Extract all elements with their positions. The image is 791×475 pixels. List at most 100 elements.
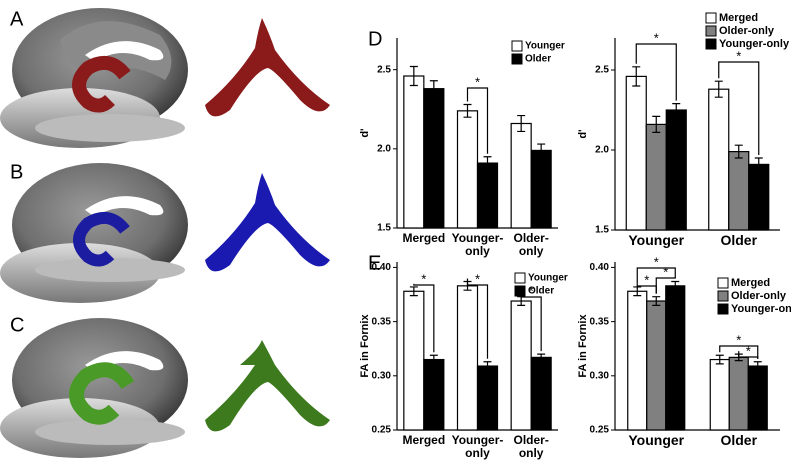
legend-swatch — [514, 272, 526, 284]
y-tick-label: 0.40 — [372, 262, 392, 273]
bar — [530, 149, 552, 229]
bar — [530, 356, 552, 431]
legend-swatch — [717, 290, 729, 302]
error-bar — [409, 65, 418, 87]
y-tick-label: 0.30 — [590, 370, 610, 381]
y-tick-label: 1.5 — [595, 225, 609, 236]
legend-swatch — [705, 12, 717, 24]
bar — [646, 300, 667, 431]
significance-bracket — [636, 267, 676, 284]
brain-a — [0, 8, 330, 148]
y-axis-label: FA in Fornix — [577, 314, 589, 378]
annotation: * — [654, 30, 659, 45]
error-bar — [715, 354, 724, 365]
y-tick-label: 0.35 — [372, 316, 392, 327]
bar — [708, 88, 730, 231]
bar — [476, 365, 499, 431]
error-bar — [734, 144, 743, 159]
panel-label: B — [10, 161, 23, 183]
y-tick-label: 2.0 — [377, 143, 391, 154]
legend-swatch — [717, 303, 729, 315]
legend-label: Younger-only — [719, 38, 790, 50]
y-tick-label: 0.25 — [372, 425, 392, 436]
bar — [747, 365, 768, 431]
legend-label: Merged — [731, 277, 770, 289]
error-bar — [537, 143, 546, 158]
bar — [665, 285, 686, 431]
bar — [748, 163, 770, 231]
x-tick-label: Younger — [628, 232, 685, 248]
annotation: * — [421, 271, 426, 286]
brain-b — [0, 163, 330, 303]
x-tick-label: Younger — [628, 432, 685, 448]
y-tick-label: 0.40 — [590, 262, 610, 273]
annotation: * — [529, 283, 534, 298]
y-axis-label: FA in Fornix — [359, 314, 371, 378]
annotation: * — [736, 332, 741, 347]
panel-label: E — [368, 252, 381, 274]
annotation: * — [746, 343, 751, 358]
bar — [510, 122, 532, 229]
error-bar — [537, 353, 546, 362]
error-bar — [463, 103, 472, 118]
panel-label: D — [368, 28, 382, 50]
error-bar — [714, 80, 723, 98]
bar — [423, 358, 445, 431]
legend-label: Younger — [528, 273, 568, 284]
bar — [456, 110, 479, 229]
y-axis-label: d' — [577, 129, 589, 139]
bar — [728, 151, 750, 231]
bar — [625, 75, 647, 231]
x-tick-label: Younger- only — [451, 231, 504, 258]
error-bar — [652, 296, 661, 306]
legend-swatch — [705, 38, 717, 50]
x-tick-label: Older — [720, 232, 758, 248]
error-bar — [483, 156, 492, 171]
legend-label: Older — [525, 54, 551, 65]
bar — [709, 358, 730, 431]
significance-bracket — [520, 293, 542, 352]
legend-label: Older-only — [731, 290, 787, 302]
legend-label: Merged — [719, 12, 758, 24]
legend-swatch — [514, 285, 526, 297]
error-bar — [633, 286, 642, 297]
x-tick-label: Younger- only — [451, 433, 504, 460]
annotation: * — [475, 74, 480, 89]
error-bar — [754, 157, 763, 172]
y-tick-label: 1.5 — [377, 223, 391, 234]
y-tick-label: 2.5 — [595, 65, 609, 76]
error-bar — [517, 114, 526, 133]
significance-bracket — [466, 278, 489, 359]
y-tick-label: 0.30 — [372, 370, 392, 381]
bar — [627, 290, 648, 431]
bar — [476, 162, 499, 229]
y-tick-label: 0.35 — [590, 316, 610, 327]
bar — [510, 300, 532, 431]
y-axis-label: d' — [359, 128, 371, 138]
y-tick-label: 2.0 — [595, 145, 609, 156]
significance-bracket — [719, 345, 759, 359]
error-bar — [652, 115, 661, 133]
x-tick-label: Merged — [402, 433, 446, 447]
x-tick-label: Older- only — [513, 433, 549, 460]
significance-bracket — [466, 87, 489, 154]
bar — [728, 356, 749, 431]
legend-label: Older-only — [719, 25, 775, 37]
legend-swatch — [511, 40, 523, 52]
error-bar — [429, 354, 438, 365]
brain-c — [0, 318, 330, 458]
error-bar — [753, 361, 762, 371]
error-bar — [483, 361, 492, 371]
annotation: * — [663, 264, 668, 279]
y-tick-label: 0.25 — [590, 425, 610, 436]
panel-label: C — [10, 314, 24, 336]
legend-label: Younger-only — [731, 303, 791, 315]
bar — [403, 290, 425, 431]
significance-bracket — [738, 351, 759, 359]
bar — [423, 88, 445, 229]
significance-bracket — [718, 61, 760, 155]
annotation: * — [644, 272, 649, 287]
panel-label: A — [10, 8, 24, 30]
bar — [403, 75, 425, 229]
